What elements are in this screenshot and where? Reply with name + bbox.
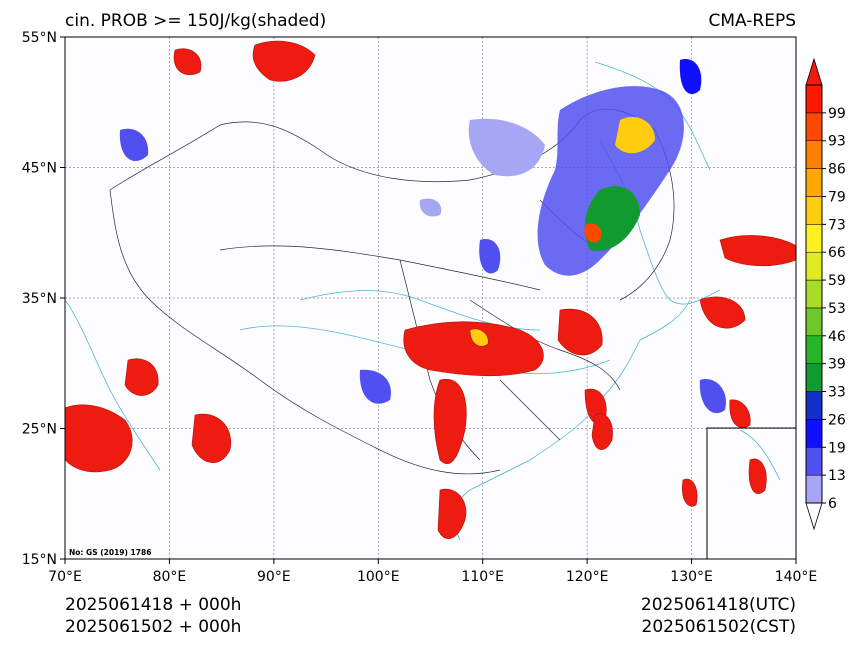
- coastline-japan: [739, 429, 781, 481]
- shading-lightblue-north: [468, 118, 545, 177]
- lat-tick-label: 15°N: [22, 552, 57, 568]
- red-area-south-china-2: [433, 378, 467, 465]
- axis-ticks: 70°E 80°E 90°E 100°E 110°E 120°E 130°E 140°E 15°…: [22, 30, 818, 585]
- colorbar-level-label: 6: [828, 496, 837, 512]
- right-title: CMA-REPS: [708, 11, 796, 31]
- colorbar-level-label: 39: [828, 357, 846, 373]
- south-china-sea-inset: [706, 427, 796, 559]
- left-title: cin. PROB >= 150J/kg(shaded): [65, 11, 326, 31]
- colorbar-level-label: 26: [828, 412, 846, 428]
- colorbar-level-label: 99: [828, 106, 846, 122]
- red-area-north-2: [173, 48, 202, 76]
- colorbar-level-label: 33: [828, 385, 846, 401]
- border-southwest: [109, 189, 501, 475]
- colorbar-level-label: 93: [828, 134, 846, 150]
- colorbar-segment: [805, 140, 823, 169]
- shading-blue-north-china: [479, 239, 501, 274]
- colorbar-segment: [805, 447, 823, 476]
- lon-tick-label: 80°E: [153, 569, 187, 585]
- red-area-north-1: [252, 40, 316, 82]
- red-area-south-china-1: [403, 321, 544, 377]
- init-time-line-2: 2025061502 + 000h: [65, 617, 241, 637]
- lat-tick-label: 55°N: [22, 30, 57, 46]
- lon-tick-label: 110°E: [461, 569, 504, 585]
- graticule: [65, 37, 796, 559]
- colorbar-level-label: 46: [828, 329, 846, 345]
- red-area-india-1: [65, 404, 133, 473]
- red-area-indochina: [437, 488, 467, 539]
- shading-blue-southwest: [359, 369, 391, 404]
- red-area-east-china: [557, 308, 603, 356]
- lon-tick-label: 100°E: [357, 569, 400, 585]
- lat-tick-label: 35°N: [22, 291, 57, 307]
- colorbar-segment: [805, 307, 823, 337]
- lon-tick-label: 140°E: [775, 569, 818, 585]
- red-area-ryukyu: [729, 399, 751, 428]
- colorbar-segment: [805, 84, 823, 114]
- colorbar-level-label: 66: [828, 245, 846, 261]
- colorbar-level-label: 86: [828, 162, 846, 178]
- valid-time-cst: 2025061502(CST): [642, 617, 796, 637]
- lat-tick-label: 25°N: [22, 422, 57, 438]
- colorbar-segment: [805, 335, 823, 364]
- border-tibet-qinghai: [219, 245, 541, 291]
- lon-tick-label: 70°E: [48, 569, 82, 585]
- colorbar-frame: [805, 84, 823, 504]
- colorbar-over-arrow: [805, 57, 823, 86]
- shading-orange-northeast: [584, 223, 602, 243]
- colorbar-segment: [805, 363, 823, 392]
- shading-blue-far-northeast: [679, 59, 702, 95]
- red-area-taiwan: [591, 413, 613, 450]
- shading-blue-east-sea: [699, 379, 726, 414]
- colorbar-segment: [805, 251, 823, 281]
- colorbar-level-label: 73: [828, 217, 846, 233]
- colorbar-segment: [805, 391, 823, 420]
- colorbar-segment: [805, 419, 823, 448]
- coastline-west: [65, 299, 161, 471]
- init-time-line-1: 2025061418 + 000h: [65, 595, 241, 615]
- red-area-india-2: [124, 358, 159, 396]
- border-southeast: [499, 379, 561, 441]
- red-area-japan: [699, 296, 746, 329]
- map-panel: No: GS (2019) 1786 70°E 80°E 90°E 100°E 110°…: [22, 30, 818, 585]
- red-area-philippines: [682, 478, 698, 507]
- colorbar-level-label: 13: [828, 468, 846, 484]
- yellow-area-south-china: [469, 328, 489, 347]
- red-area-india-3: [191, 413, 232, 464]
- lat-tick-label: 45°N: [22, 161, 57, 177]
- red-area-pacific: [748, 458, 767, 495]
- colorbar-segment: [805, 224, 823, 253]
- probability-shading: [119, 59, 726, 414]
- colorbar: 6 13 19 26 33 39 46 53 59 66 73 79 86 93 99: [805, 57, 846, 531]
- colorbar-under-arrow: [805, 502, 823, 531]
- colorbar-level-label: 79: [828, 189, 846, 205]
- colorbar-level-label: 19: [828, 440, 846, 456]
- shading-blue-kazakh: [119, 128, 149, 162]
- colorbar-segment: [805, 279, 823, 309]
- colorbar-segment: [805, 168, 823, 197]
- red-area-japan-sea: [719, 235, 796, 267]
- lon-tick-label: 120°E: [566, 569, 609, 585]
- colorbar-level-label: 59: [828, 273, 846, 289]
- map-number-label: No: GS (2019) 1786: [69, 548, 151, 557]
- shading-yellow-northeast: [615, 116, 655, 154]
- valid-time-utc: 2025061418(UTC): [641, 595, 796, 615]
- shading-lightblue-mongolia: [419, 198, 442, 217]
- high-probability-shading: [65, 40, 796, 539]
- colorbar-segment: [805, 474, 823, 504]
- border-central: [469, 299, 621, 391]
- colorbar-segment: [805, 196, 823, 225]
- coastline-east: [529, 299, 691, 461]
- colorbar-segment: [805, 112, 823, 141]
- lon-tick-label: 130°E: [670, 569, 713, 585]
- colorbar-level-label: 53: [828, 301, 846, 317]
- lon-tick-label: 90°E: [257, 569, 291, 585]
